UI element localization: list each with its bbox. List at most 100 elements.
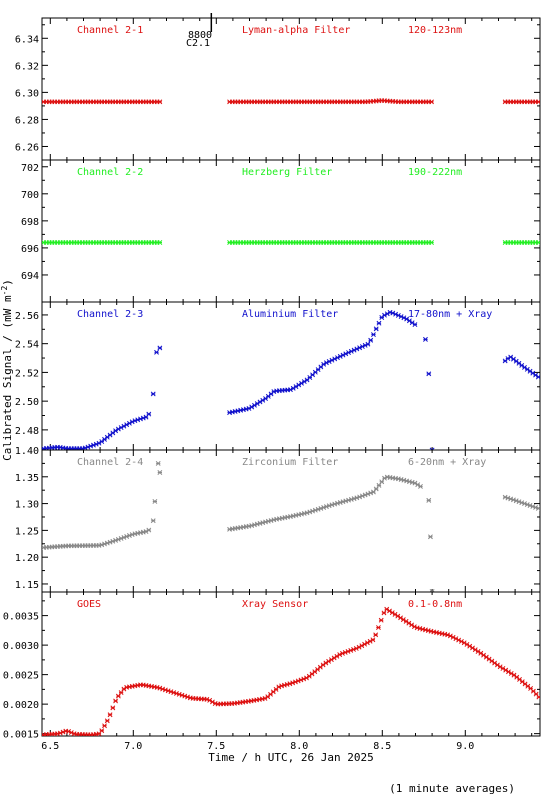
y-axis-label: Calibrated Signal / (mW m-2) (0, 279, 14, 461)
data-point (511, 672, 517, 678)
data-point (426, 497, 432, 503)
data-point (118, 690, 124, 696)
data-point (150, 391, 156, 397)
data-point (535, 374, 540, 380)
data-point (370, 637, 376, 643)
data-point (429, 447, 435, 450)
y-tick-label: 2.50 (15, 397, 39, 408)
data-point (155, 460, 161, 466)
data-point (536, 694, 540, 700)
plot-frame (41, 591, 541, 737)
x-tick-label: 8.0 (290, 741, 308, 752)
y-tick-label: 694 (21, 271, 39, 282)
y-tick-label: 2.52 (15, 368, 39, 379)
data-point (519, 362, 525, 368)
y-tick-label: 1.30 (15, 500, 39, 511)
data-point (146, 527, 152, 533)
filter-label: Aluminium Filter (242, 309, 338, 320)
y-tick-label: 700 (21, 190, 39, 201)
band-label: 120-123nm (408, 25, 462, 36)
data-point (107, 712, 113, 718)
filter-label: Zirconium Filter (242, 457, 338, 468)
data-point (110, 705, 116, 711)
data-point (535, 505, 540, 511)
data-point (99, 728, 105, 734)
data-series (42, 460, 540, 592)
channel-label: GOES (77, 599, 101, 610)
data-point (376, 320, 382, 326)
data-series (42, 606, 540, 736)
plot-frame (41, 17, 541, 161)
data-point (379, 479, 385, 485)
data-point (426, 371, 432, 377)
y-tick-label: 0.0015 (3, 730, 39, 741)
y-axis-label-close: ) (1, 279, 14, 286)
data-point (157, 345, 163, 351)
x-tick-label: 9.0 (456, 741, 474, 752)
averages-footnote: (1 minute averages) (389, 782, 515, 795)
filter-label: Lyman-alpha Filter (242, 25, 350, 36)
y-axis-label-sup: -2 (0, 286, 9, 296)
y-tick-label: 1.25 (15, 526, 39, 537)
band-label: 190-222nm (408, 167, 462, 178)
x-tick-label: 7.0 (124, 741, 142, 752)
y-tick-label: 696 (21, 244, 39, 255)
y-tick-label: 2.56 (15, 311, 39, 322)
marker-label-top: 8800 (188, 30, 212, 41)
data-point (418, 483, 423, 489)
chart-panels: 6.26 6.28 6.30 6.32 6.34 Channel 2-1 Lyman-alp… (3, 13, 541, 752)
data-point (115, 693, 121, 699)
y-axis-label-main: Calibrated Signal / (mW m (1, 295, 14, 461)
y-tick-label: 6.34 (15, 34, 39, 45)
y-tick-label: 1.35 (15, 473, 39, 484)
data-point (157, 99, 163, 105)
data-point (152, 498, 158, 504)
y-tick-label: 6.32 (15, 61, 39, 72)
y-tick-label: 702 (21, 163, 39, 174)
data-point (104, 718, 110, 724)
data-point (370, 332, 376, 338)
panel-3: 2.48 2.50 2.52 2.54 2.56 Channel 2-3 Aluminium… (15, 301, 541, 451)
data-point (365, 341, 371, 347)
data-point (381, 610, 387, 616)
data-point (429, 589, 435, 592)
data-point (427, 534, 433, 540)
y-tick-label: 1.20 (15, 553, 39, 564)
data-point (378, 617, 384, 623)
x-tick-label: 8.5 (373, 741, 391, 752)
x-axis-label: Time / h UTC, 26 Jan 2025 (208, 751, 374, 764)
band-label: 0.1-0.8nm (408, 599, 462, 610)
data-point (154, 349, 159, 355)
panel-4: 1.15 1.20 1.25 1.30 1.35 1.40 Channel 2-4 Zirco… (15, 446, 541, 593)
data-point (373, 632, 379, 638)
data-point (535, 240, 540, 245)
y-tick-label: 2.54 (15, 340, 39, 351)
y-tick-label: 6.30 (15, 88, 39, 99)
data-point (423, 336, 428, 342)
data-point (376, 482, 382, 488)
data-series (42, 309, 540, 450)
y-tick-label: 2.48 (15, 426, 39, 437)
panel-5: 0.0015 0.0020 0.0025 0.0030 0.0035 GOES Xray S… (3, 591, 541, 741)
x-tick-label: 6.5 (41, 741, 59, 752)
data-point (412, 322, 418, 328)
channel-label: Channel 2-4 (77, 457, 143, 468)
y-tick-label: 698 (21, 217, 39, 228)
y-tick-label: 0.0020 (3, 700, 39, 711)
channel-label: Channel 2-1 (77, 25, 143, 36)
y-tick-label: 0.0035 (3, 612, 39, 623)
data-point (150, 518, 156, 524)
data-series (42, 98, 540, 105)
y-tick-label: 6.28 (15, 115, 39, 126)
data-point (373, 326, 379, 332)
plot-frame (41, 449, 541, 593)
data-point (429, 99, 435, 105)
data-point (113, 698, 119, 704)
filter-label: Herzberg Filter (242, 167, 332, 178)
channel-label: Channel 2-3 (77, 309, 143, 320)
data-series (42, 240, 540, 245)
data-point (157, 470, 163, 475)
filter-label: Xray Sensor (242, 599, 308, 610)
y-tick-label: 1.40 (15, 446, 39, 457)
